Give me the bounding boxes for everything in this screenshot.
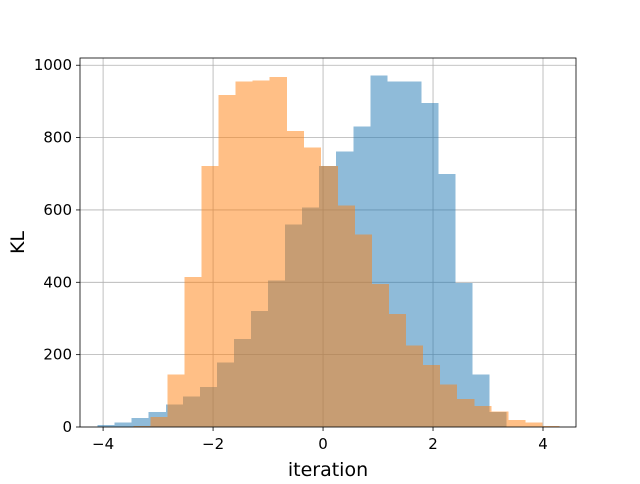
histogram-bar-series-2 <box>150 416 168 427</box>
histogram-bar-series-2 <box>457 398 475 427</box>
histogram-bar-series-2 <box>184 276 202 427</box>
x-axis-label: iteration <box>288 459 368 480</box>
histogram-bar-series-2 <box>269 76 287 427</box>
y-tick-label: 0 <box>62 418 72 436</box>
histogram-bar-series-2 <box>286 131 304 427</box>
x-tick-label: 4 <box>538 435 548 453</box>
histogram-bar-series-1 <box>438 173 456 427</box>
histogram-bar-series-2 <box>474 406 492 427</box>
x-tick-label: −4 <box>92 435 114 453</box>
histogram-bar-series-2 <box>218 94 236 428</box>
histogram-bar-series-1 <box>114 422 132 427</box>
histogram-bar-series-2 <box>252 80 270 427</box>
plot-frame <box>79 57 577 428</box>
histogram-bar-series-2 <box>371 284 390 427</box>
histogram-bar-series-2 <box>303 147 321 427</box>
y-tick-label: 1000 <box>34 56 72 74</box>
histogram-bar-series-2 <box>508 419 526 427</box>
y-tick-label: 800 <box>43 129 72 147</box>
histogram-bar-series-2 <box>542 425 560 427</box>
histogram-bar-series-2 <box>167 374 185 427</box>
histogram-bar-series-2 <box>440 384 458 427</box>
histogram-bar-series-2 <box>201 165 219 427</box>
histogram-bar-series-2 <box>423 364 441 427</box>
histogram-bar-series-2 <box>406 345 424 427</box>
histogram-bar-series-2 <box>133 425 151 427</box>
x-tick-label: −2 <box>202 435 224 453</box>
x-tick-label: 2 <box>428 435 438 453</box>
y-tick-label: 600 <box>43 201 72 219</box>
x-tick-label: 0 <box>318 435 328 453</box>
histogram-bar-series-1 <box>455 283 473 427</box>
histogram-bars <box>97 75 560 428</box>
axis-ticks: −4 −2 0 2 4 0 200 400 600 800 1000 <box>34 56 548 453</box>
y-tick-label: 400 <box>43 273 72 291</box>
histogram-bar-series-2 <box>525 422 543 427</box>
histogram-bar-series-2 <box>320 165 338 427</box>
histogram-bar-series-1 <box>97 425 115 427</box>
histogram-bar-series-1 <box>404 81 422 427</box>
histogram-bar-series-2 <box>491 411 509 427</box>
y-axis-label: KL <box>7 231 29 254</box>
histogram-bar-series-1 <box>131 417 149 427</box>
y-tick-label: 200 <box>43 346 72 364</box>
histogram-bar-series-2 <box>337 205 355 427</box>
histogram-bar-series-1 <box>421 103 439 428</box>
histogram-bar-series-2 <box>354 234 372 427</box>
histogram-bar-series-2 <box>389 314 407 427</box>
histogram-bar-series-2 <box>235 81 253 427</box>
